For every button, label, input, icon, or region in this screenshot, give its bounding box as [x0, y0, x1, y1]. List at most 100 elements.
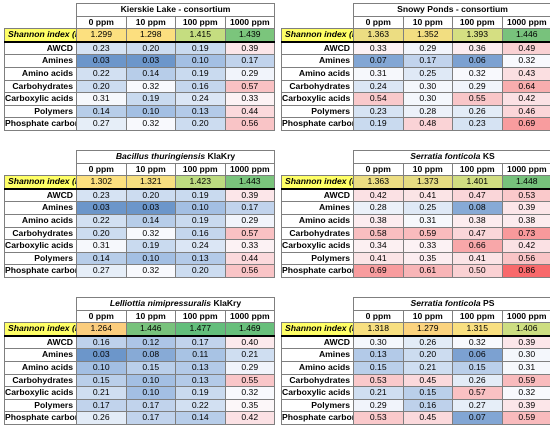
- row-label-phosphate-carbon: Phosphate carbon: [4, 117, 77, 131]
- table-cell: 0.07: [452, 411, 503, 425]
- table-cell: 0.03: [76, 201, 127, 215]
- row-label-amino-acids: Amino acids: [4, 66, 77, 81]
- panel-title-text: Snowy Ponds - consortium: [397, 4, 508, 14]
- table-cell: 0.36: [452, 41, 503, 56]
- table-cell: 0.38: [452, 213, 503, 228]
- table-cell: 0.23: [452, 117, 503, 131]
- table-cell: 0.39: [501, 201, 550, 215]
- column-header-1000-ppm: 1000 ppm: [224, 309, 276, 324]
- shannon-value: 1.448: [501, 175, 550, 190]
- table-cell: 0.14: [125, 213, 176, 228]
- table-cell: 0.26: [402, 335, 453, 350]
- table-row: AWCD 0.16 0.12 0.17 0.40: [4, 335, 276, 350]
- shannon-value: 1.373: [402, 175, 453, 190]
- table-cell: 0.45: [402, 373, 453, 388]
- table-row: Amines 0.03 0.03 0.10 0.17: [4, 201, 276, 215]
- table-cell: 0.24: [175, 239, 226, 253]
- table-cell: 0.06: [452, 54, 503, 68]
- table-row: Carboxylic acids 0.34 0.33 0.66 0.42: [281, 239, 550, 253]
- table-cell: 0.53: [353, 411, 404, 425]
- table-cell: 0.15: [76, 373, 127, 388]
- table-cell: 0.16: [175, 226, 226, 241]
- column-header-100-ppm: 100 ppm: [452, 162, 503, 177]
- table-cell: 0.39: [501, 335, 550, 350]
- row-label-phosphate-carbon: Phosphate carbon: [281, 411, 354, 425]
- table-cell: 0.42: [501, 239, 550, 253]
- table-cell: 0.32: [125, 117, 176, 131]
- table-cell: 0.32: [452, 66, 503, 81]
- column-header-10-ppm: 10 ppm: [402, 162, 453, 177]
- table-cell: 0.10: [125, 251, 176, 266]
- column-header-10-ppm: 10 ppm: [402, 309, 453, 324]
- row-label-polymers: Polymers: [281, 398, 354, 413]
- table-cell: 0.13: [175, 373, 226, 388]
- table-row: AWCD 0.30 0.26 0.32 0.39: [281, 335, 550, 350]
- column-header-1000-ppm: 1000 ppm: [501, 309, 550, 324]
- table-row: Amines 0.28 0.25 0.08 0.39: [281, 201, 550, 215]
- table-cell: 0.38: [353, 213, 404, 228]
- table-cell: 0.12: [125, 335, 176, 350]
- table-cell: 0.29: [452, 79, 503, 94]
- table-cell: 0.14: [175, 411, 226, 425]
- table-row: Polymers 0.23 0.28 0.26 0.46: [281, 104, 550, 119]
- panel-title-text: KS: [480, 151, 495, 161]
- table-row: Amino acids 0.31 0.25 0.32 0.43: [281, 66, 550, 81]
- column-header-10-ppm: 10 ppm: [125, 309, 176, 324]
- row-label-amino-acids: Amino acids: [281, 213, 354, 228]
- column-header-10-ppm: 10 ppm: [402, 15, 453, 30]
- panel-title-text: KlaKry: [205, 151, 236, 161]
- table-row: Carbohydrates 0.53 0.45 0.26 0.59: [281, 373, 550, 388]
- table-cell: 0.20: [125, 188, 176, 203]
- table-cell: 0.17: [224, 201, 276, 215]
- table-cell: 0.20: [175, 117, 226, 131]
- table-cell: 0.34: [353, 239, 404, 253]
- table-cell: 0.24: [175, 92, 226, 106]
- shannon-value: 1.363: [353, 175, 404, 190]
- table-cell: 0.08: [125, 348, 176, 362]
- data-table: Snowy Ponds - consortium 0 ppm 10 ppm 100 p…: [281, 3, 550, 131]
- table-cell: 0.59: [501, 411, 550, 425]
- shannon-label: Shannon index (H): [4, 175, 77, 190]
- table-cell: 0.23: [76, 41, 127, 56]
- shannon-label: Shannon index (H): [281, 175, 354, 190]
- table-cell: 0.23: [353, 104, 404, 119]
- table-cell: 0.13: [353, 348, 404, 362]
- table-cell: 0.73: [501, 226, 550, 241]
- table-cell: 0.20: [76, 226, 127, 241]
- shannon-value: 1.279: [402, 322, 453, 337]
- table-cell: 0.47: [452, 226, 503, 241]
- table-cell: 0.31: [501, 360, 550, 375]
- panel-title: Kierskie Lake - consortium: [75, 3, 276, 17]
- table-row: Amines 0.03 0.03 0.10 0.17: [4, 54, 276, 68]
- column-header-100-ppm: 100 ppm: [175, 309, 226, 324]
- table-row: Polymers 0.29 0.16 0.27 0.39: [281, 398, 550, 413]
- table-cell: 0.57: [224, 226, 276, 241]
- table-cell: 0.30: [501, 348, 550, 362]
- table-cell: 0.10: [76, 360, 127, 375]
- table-cell: 0.33: [224, 239, 276, 253]
- table-cell: 0.29: [224, 66, 276, 81]
- panel-3: Bacillus thuringiensis KlaKry 0 ppm 10 ppm…: [4, 150, 276, 278]
- table-cell: 0.30: [353, 335, 404, 350]
- table-row: Carboxylic acids 0.21 0.10 0.19 0.32: [4, 386, 276, 400]
- shannon-value: 1.415: [175, 28, 226, 43]
- shannon-value: 1.439: [224, 28, 276, 43]
- table-cell: 0.55: [452, 92, 503, 106]
- table-cell: 0.29: [224, 360, 276, 375]
- table-cell: 0.33: [353, 41, 404, 56]
- table-cell: 0.41: [452, 251, 503, 266]
- table-cell: 0.28: [353, 201, 404, 215]
- table-cell: 0.16: [76, 335, 127, 350]
- table-row: Amino acids 0.10 0.15 0.13 0.29: [4, 360, 276, 375]
- table-cell: 0.10: [125, 104, 176, 119]
- table-cell: 0.41: [353, 251, 404, 266]
- panel-title-organism: Serratia fonticola: [410, 298, 481, 308]
- table-cell: 0.44: [224, 251, 276, 266]
- table-cell: 0.23: [76, 188, 127, 203]
- table-cell: 0.47: [452, 188, 503, 203]
- table-cell: 0.20: [175, 264, 226, 278]
- table-cell: 0.26: [452, 104, 503, 119]
- table-cell: 0.14: [76, 104, 127, 119]
- row-label-polymers: Polymers: [4, 104, 77, 119]
- table-cell: 0.32: [125, 264, 176, 278]
